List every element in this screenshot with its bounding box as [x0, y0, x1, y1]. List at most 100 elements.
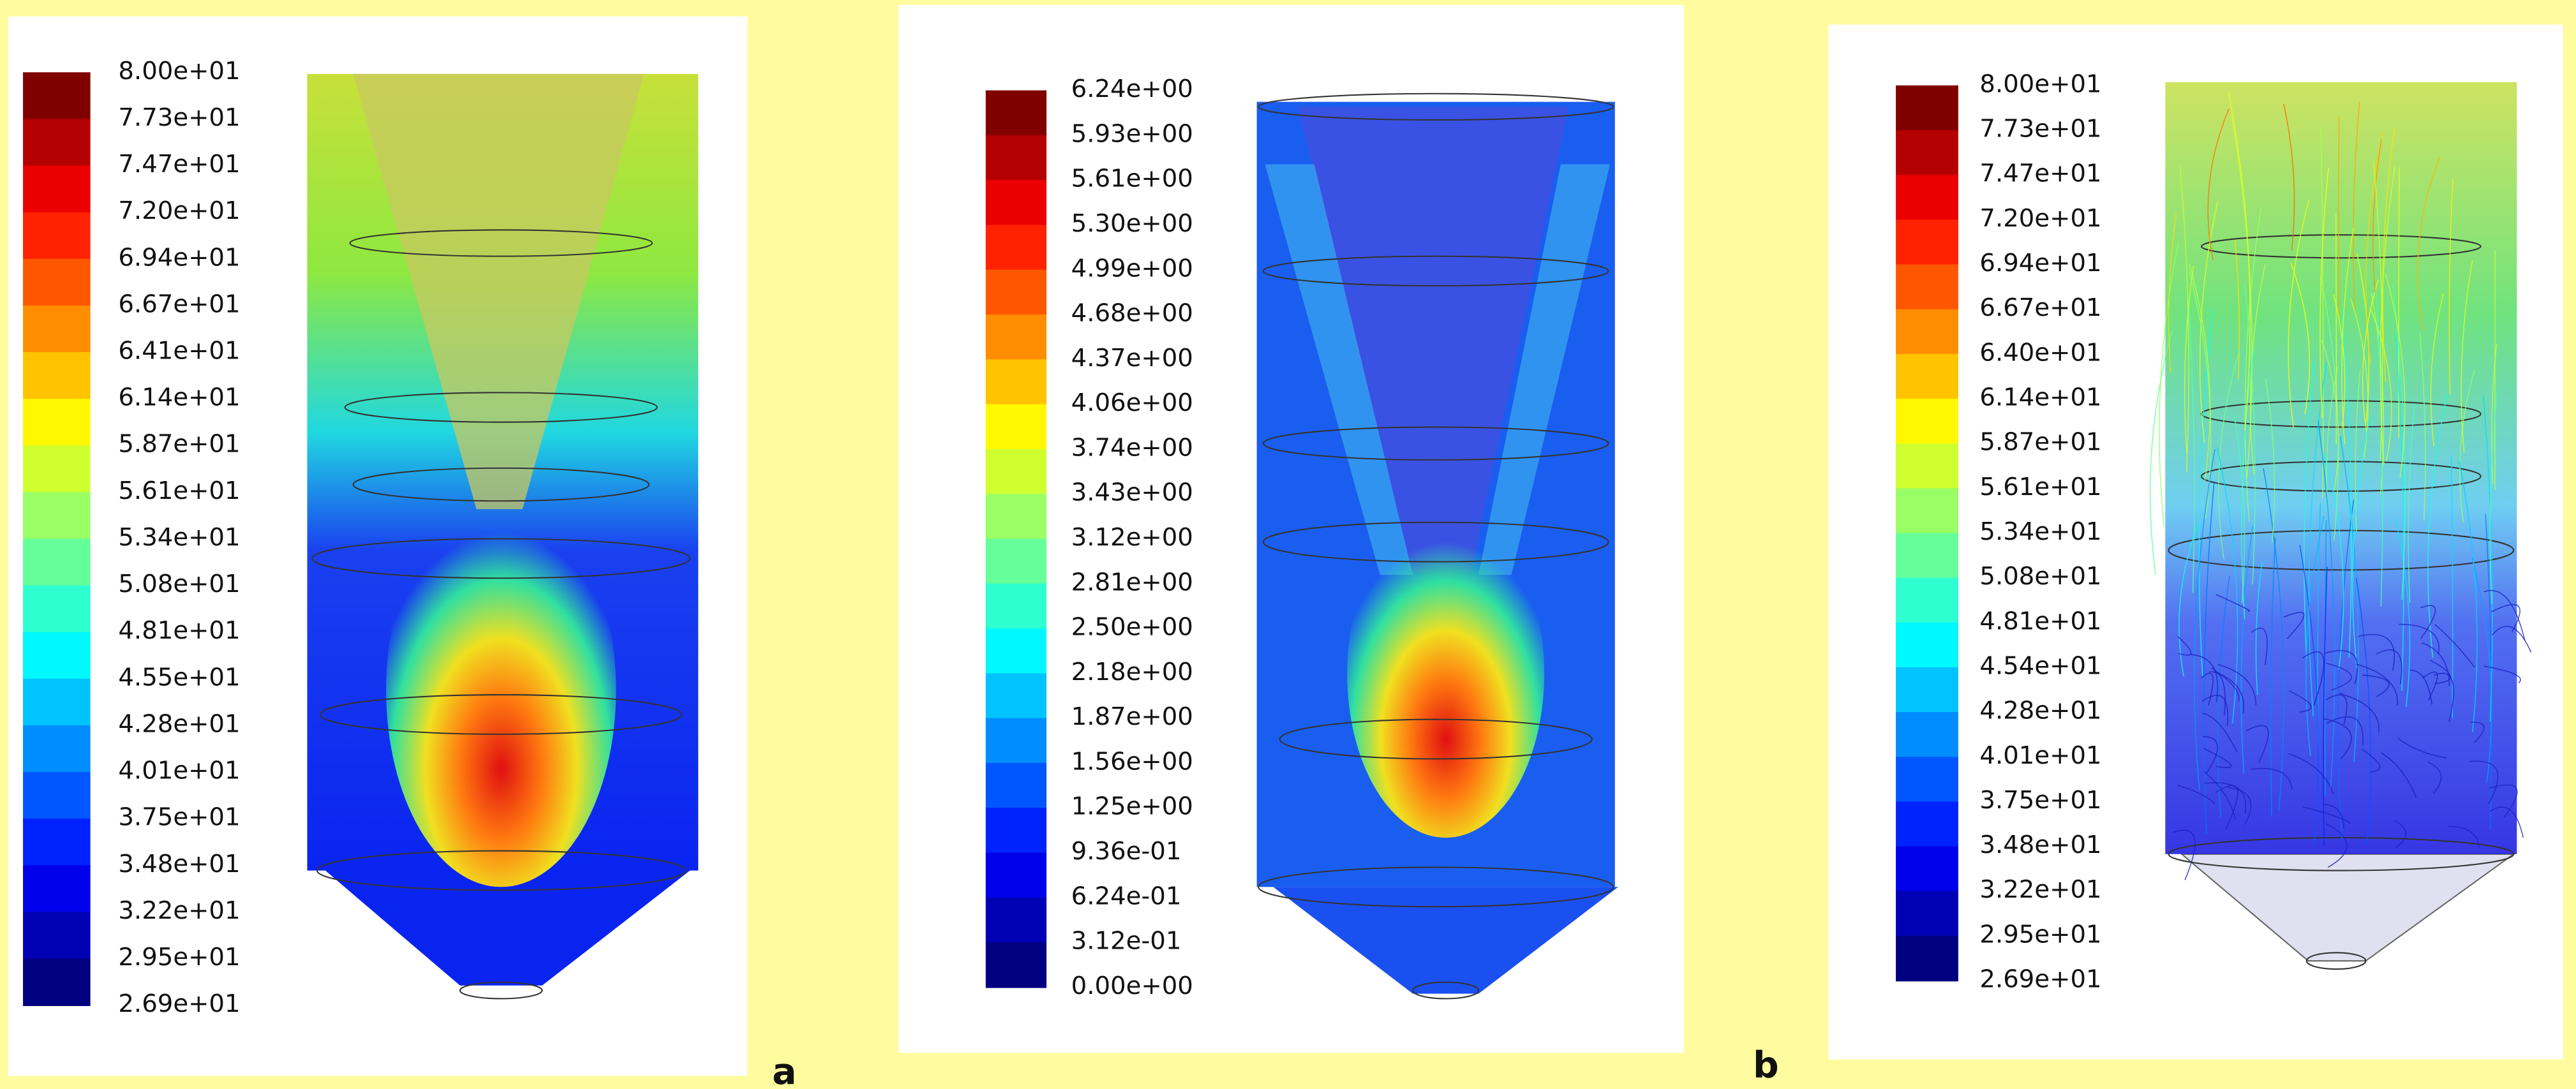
- colorbar-label: 2.95e+01: [118, 943, 240, 972]
- colorbar-swatch: [1896, 219, 1958, 265]
- colorbar-swatch: [23, 632, 91, 679]
- colorbar-label: 2.18e+00: [1071, 658, 1193, 686]
- colorbar-label: 7.73e+01: [118, 103, 240, 132]
- colorbar-label: 4.37e+00: [1071, 344, 1193, 373]
- colorbar-label: 5.61e+01: [1979, 473, 2101, 501]
- colorbar-label: 2.95e+01: [1979, 920, 2101, 949]
- colorbar-swatch: [986, 584, 1046, 630]
- colorbar-swatch: [23, 772, 91, 819]
- colorbar-label: 6.24e+00: [1071, 75, 1193, 103]
- colorbar-label: 6.94e+01: [118, 243, 240, 272]
- colorbar-label: 2.81e+00: [1071, 568, 1193, 596]
- colorbar-swatch: [986, 91, 1046, 137]
- colorbar-label: 3.22e+01: [1979, 875, 2101, 904]
- colorbar-swatch: [23, 352, 91, 399]
- colorbar-label: 6.67e+01: [1979, 293, 2101, 322]
- contour-mid: [1257, 94, 1618, 999]
- colorbar-label: 1.87e+00: [1071, 702, 1193, 731]
- colorbar-label: 6.14e+01: [118, 383, 240, 412]
- colorbar-label: 5.08e+01: [1979, 562, 2101, 591]
- colorbar-label: 3.12e+00: [1071, 523, 1193, 552]
- colorbar-label: 5.61e+01: [118, 477, 240, 505]
- colorbar-swatch: [1896, 847, 1958, 892]
- colorbar-swatch: [1896, 757, 1958, 802]
- hot-zone: [1347, 509, 1544, 838]
- colorbar-swatch: [23, 912, 91, 959]
- colorbar-swatch: [986, 538, 1046, 584]
- colorbar-label: 7.20e+01: [118, 196, 240, 225]
- colorbar-label: 7.47e+01: [1979, 159, 2101, 188]
- colorbar-label: 6.67e+01: [118, 290, 240, 318]
- colorbar-swatch: [23, 819, 91, 866]
- colorbar-label: 5.87e+01: [1979, 428, 2101, 457]
- colorbar-label: 4.55e+01: [118, 663, 240, 692]
- colorbar-swatch: [1896, 265, 1958, 310]
- colorbar-swatch: [1896, 533, 1958, 578]
- colorbar-swatch: [23, 865, 91, 912]
- colorbar-swatch: [986, 494, 1046, 540]
- colorbar-swatch: [986, 449, 1046, 495]
- colorbar-label: 7.47e+01: [118, 150, 240, 179]
- colorbar-swatch: [986, 180, 1046, 226]
- colorbar-swatch: [986, 673, 1046, 719]
- colorbar-swatch: [23, 725, 91, 773]
- colorbar-label: 4.01e+01: [1979, 741, 2101, 770]
- colorbar-swatch: [1896, 667, 1958, 713]
- colorbar-swatch: [23, 166, 91, 213]
- contour-a: [307, 74, 698, 999]
- colorbar-label: 3.22e+01: [118, 896, 240, 925]
- colorbar-swatch: [986, 359, 1046, 405]
- colorbar-label: 3.48e+01: [118, 850, 240, 878]
- colorbar-swatch: [986, 898, 1046, 944]
- colorbar-swatch: [23, 259, 91, 306]
- colorbar-swatch: [23, 399, 91, 446]
- colorbar-label: 8.00e+01: [118, 57, 240, 85]
- colorbar-label: 5.08e+01: [118, 570, 240, 598]
- colorbar-label: 6.24e-01: [1071, 882, 1182, 910]
- colorbar-swatch: [986, 763, 1046, 809]
- colorbar-label: 3.12e-01: [1071, 927, 1182, 956]
- colorbar-swatch: [986, 942, 1046, 988]
- colorbar-swatch: [23, 679, 91, 726]
- colorbar-swatch: [1896, 712, 1958, 757]
- colorbar-label: 4.81e+01: [1979, 607, 2101, 635]
- colorbar-label: 4.54e+01: [1979, 651, 2101, 680]
- colorbar-swatch: [1896, 623, 1958, 668]
- colorbar-label: 6.40e+01: [1979, 338, 2101, 367]
- colorbar-swatch: [1896, 801, 1958, 847]
- colorbar-label: 6.94e+01: [1979, 249, 2101, 278]
- colorbar-label: 1.56e+00: [1071, 747, 1193, 776]
- colorbar-swatch: [23, 586, 91, 633]
- colorbar-label: 2.50e+00: [1071, 613, 1193, 642]
- colorbar-swatch: [986, 135, 1046, 181]
- colorbar-label: 5.30e+00: [1071, 209, 1193, 238]
- colorbar-swatch: [1896, 130, 1958, 175]
- colorbar-swatch: [986, 852, 1046, 898]
- colorbar-swatch: [986, 718, 1046, 764]
- colorbar-swatch: [1896, 578, 1958, 623]
- colorbar-swatch: [1896, 175, 1958, 220]
- streamline: [2336, 214, 2337, 444]
- colorbar-swatch: [1896, 85, 1958, 131]
- colorbar-swatch: [23, 445, 91, 493]
- colorbar-label: 5.61e+00: [1071, 165, 1193, 193]
- figure: a b 8.00e+017.73e+017.47e+017.20e+016.94…: [0, 0, 2576, 1089]
- colorbar-swatch: [23, 492, 91, 539]
- colorbar-swatch: [23, 72, 91, 119]
- colorbar-label: 5.93e+00: [1071, 119, 1193, 148]
- colorbar-label: 4.01e+01: [118, 757, 240, 785]
- panel-label: b: [1753, 1044, 1779, 1086]
- colorbar-label: 9.36e-01: [1071, 837, 1182, 866]
- colorbar-label: 6.14e+01: [1979, 383, 2101, 412]
- colorbar-swatch: [986, 628, 1046, 674]
- colorbar-swatch: [23, 306, 91, 353]
- colorbar-label: 7.20e+01: [1979, 204, 2101, 233]
- colorbar-label: 7.73e+01: [1979, 115, 2101, 144]
- colorbar-label: 5.34e+01: [118, 523, 240, 552]
- colorbar-label: 4.68e+00: [1071, 299, 1193, 328]
- colorbar-swatch: [986, 315, 1046, 360]
- colorbar-label: 8.00e+01: [1979, 70, 2101, 98]
- colorbar-swatch: [986, 270, 1046, 316]
- colorbar-label: 3.75e+01: [118, 803, 240, 832]
- colorbar-label: 2.69e+01: [1979, 965, 2101, 994]
